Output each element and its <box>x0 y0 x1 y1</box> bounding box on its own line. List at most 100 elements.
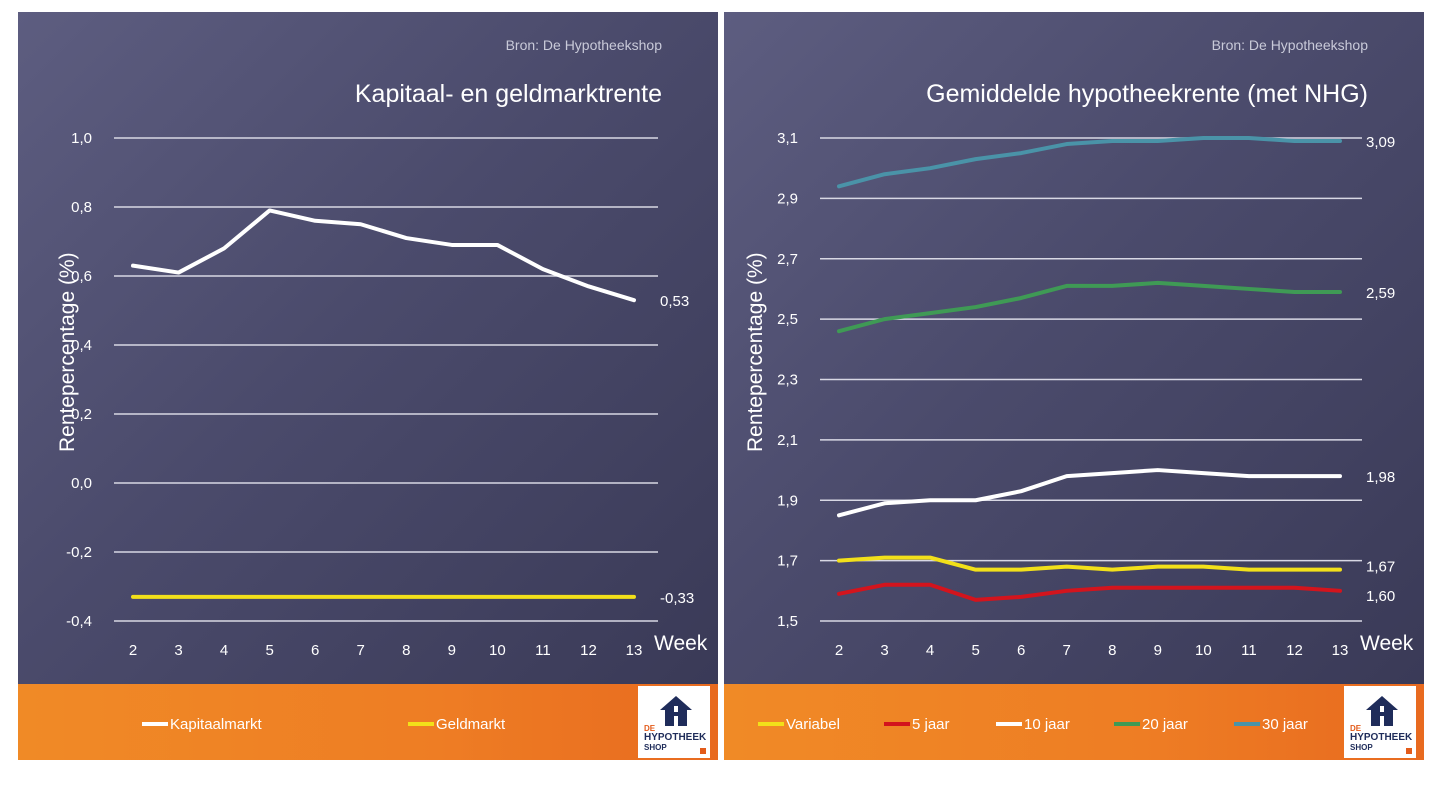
legend-item-20-jaar: 20 jaar <box>1114 714 1188 734</box>
y-tick-label: 0,6 <box>71 268 92 285</box>
legend-swatch <box>996 722 1022 726</box>
legend-item-variabel: Variabel <box>758 714 840 734</box>
legend-label: 5 jaar <box>912 715 950 733</box>
legend-item-10-jaar: 10 jaar <box>996 714 1070 734</box>
logo-text-shop: SHOP <box>1350 743 1373 752</box>
legend-label: Variabel <box>786 715 840 733</box>
plot-background <box>724 12 1424 684</box>
legend-label: Geldmarkt <box>436 715 506 733</box>
x-tick-label: 12 <box>1286 642 1303 659</box>
chart-source: Bron: De Hypotheekshop <box>1211 37 1368 53</box>
x-tick-label: 11 <box>535 642 551 659</box>
x-axis-label: Week <box>654 632 708 655</box>
logo-dot <box>1406 748 1412 754</box>
x-tick-label: 5 <box>265 642 273 659</box>
legend-swatch <box>758 722 784 726</box>
line-chart-mortgage-rate: 3,1 2,9 2,7 2,5 2,3 2,1 1,9 1,7 1,5 2 3 4 5 6 7 8 9 10 11 1… <box>777 130 1414 659</box>
x-tick-label: 4 <box>220 642 228 659</box>
y-tick-label: 1,0 <box>71 130 92 147</box>
y-tick-label: 1,9 <box>777 492 798 509</box>
y-tick-label: 0,8 <box>71 199 92 216</box>
x-tick-label: 8 <box>1108 642 1116 659</box>
x-tick-label: 10 <box>1195 642 1212 659</box>
y-tick-label: 0,2 <box>71 406 92 423</box>
y-tick-label: 2,3 <box>777 372 798 389</box>
legend-swatch <box>408 722 434 726</box>
legend-label: Kapitaalmarkt <box>170 715 262 733</box>
logo-dot <box>700 748 706 754</box>
x-tick-label: 10 <box>489 642 506 659</box>
legend-label: 10 jaar <box>1024 715 1070 733</box>
logo-text-de: DE <box>1350 724 1362 733</box>
y-tick-label: 0,4 <box>71 337 92 354</box>
end-value-label: 1,60 <box>1366 588 1395 605</box>
house-icon <box>1366 696 1398 726</box>
legend-swatch <box>884 722 910 726</box>
y-tick-label: 3,1 <box>777 130 798 147</box>
legend-swatch <box>1114 722 1140 726</box>
logo-text-shop: SHOP <box>644 743 667 752</box>
legend-item-kapitaalmarkt: Kapitaalmarkt <box>142 714 262 734</box>
y-tick-label: 1,7 <box>777 553 798 570</box>
x-tick-label: 3 <box>174 642 182 659</box>
end-value-label: 1,67 <box>1366 559 1395 576</box>
y-tick-label: 2,5 <box>777 311 798 328</box>
x-tick-label: 2 <box>835 642 843 659</box>
x-tick-label: 4 <box>926 642 934 659</box>
y-tick-label: 2,7 <box>777 251 798 268</box>
y-tick-label: -0,4 <box>66 613 92 630</box>
series-line-variabel <box>837 555 1342 572</box>
logo-text-hypotheek: HYPOTHEEK <box>1350 732 1413 743</box>
hypotheekshop-logo: DE HYPOTHEEK SHOP <box>638 686 710 758</box>
hypotheekshop-logo: DE HYPOTHEEK SHOP <box>1344 686 1416 758</box>
legend-bar <box>18 684 718 760</box>
x-tick-label: 6 <box>311 642 319 659</box>
end-value-label: 0,53 <box>660 293 689 310</box>
series-line-10-jaar <box>837 468 1342 518</box>
chart-title: Kapitaal- en geldmarktrente <box>354 80 662 108</box>
y-tick-label: 2,9 <box>777 190 798 207</box>
x-tick-label: 12 <box>580 642 597 659</box>
chart-title: Gemiddelde hypotheekrente (met NHG) <box>926 80 1368 108</box>
x-tick-label: 2 <box>129 642 137 659</box>
series-line-kapitaalmarkt <box>131 208 636 303</box>
end-value-label: 3,09 <box>1366 134 1395 151</box>
x-tick-label: 9 <box>448 642 456 659</box>
logo-text-hypotheek: HYPOTHEEK <box>644 732 707 743</box>
x-tick-label: 11 <box>1241 642 1257 659</box>
line-chart-capital-money-market: 1,0 0,8 0,6 0,4 0,2 0,0 -0,2 -0,4 2 3 4 5 6 7 8 9 10 11 12… <box>66 130 708 659</box>
plot-background <box>18 12 718 684</box>
chart-panel-capital-money-market: Bron: De Hypotheekshop Kapitaal- en geld… <box>18 12 718 760</box>
x-tick-label: 13 <box>1332 642 1349 659</box>
chart-source: Bron: De Hypotheekshop <box>505 37 662 53</box>
end-value-label: -0,33 <box>660 590 694 607</box>
y-tick-label: 0,0 <box>71 475 92 492</box>
series-line-30-jaar <box>837 136 1342 189</box>
legend-label: 20 jaar <box>1142 715 1188 733</box>
x-tick-label: 3 <box>880 642 888 659</box>
y-tick-label: 1,5 <box>777 613 798 630</box>
legend-item-5-jaar: 5 jaar <box>884 714 950 734</box>
x-axis-label: Week <box>1360 632 1414 655</box>
house-icon <box>660 696 692 726</box>
x-tick-label: 13 <box>626 642 643 659</box>
x-tick-label: 8 <box>402 642 410 659</box>
logo-text-de: DE <box>644 724 656 733</box>
x-tick-label: 7 <box>1063 642 1071 659</box>
x-tick-label: 7 <box>357 642 365 659</box>
legend-item-30-jaar: 30 jaar <box>1234 714 1308 734</box>
legend-label: 30 jaar <box>1262 715 1308 733</box>
legend-swatch <box>1234 722 1260 726</box>
x-tick-label: 5 <box>971 642 979 659</box>
legend-bar <box>724 684 1424 760</box>
chart-panel-mortgage-rate: Bron: De Hypotheekshop Gemiddelde hypoth… <box>724 12 1424 760</box>
y-tick-label: -0,2 <box>66 544 92 561</box>
end-value-label: 2,59 <box>1366 285 1395 302</box>
x-tick-label: 9 <box>1154 642 1162 659</box>
legend-item-geldmarkt: Geldmarkt <box>408 714 505 734</box>
legend-swatch <box>142 722 168 726</box>
x-tick-label: 6 <box>1017 642 1025 659</box>
y-tick-label: 2,1 <box>777 432 798 449</box>
series-line-20-jaar <box>837 280 1342 334</box>
end-value-label: 1,98 <box>1366 469 1395 486</box>
